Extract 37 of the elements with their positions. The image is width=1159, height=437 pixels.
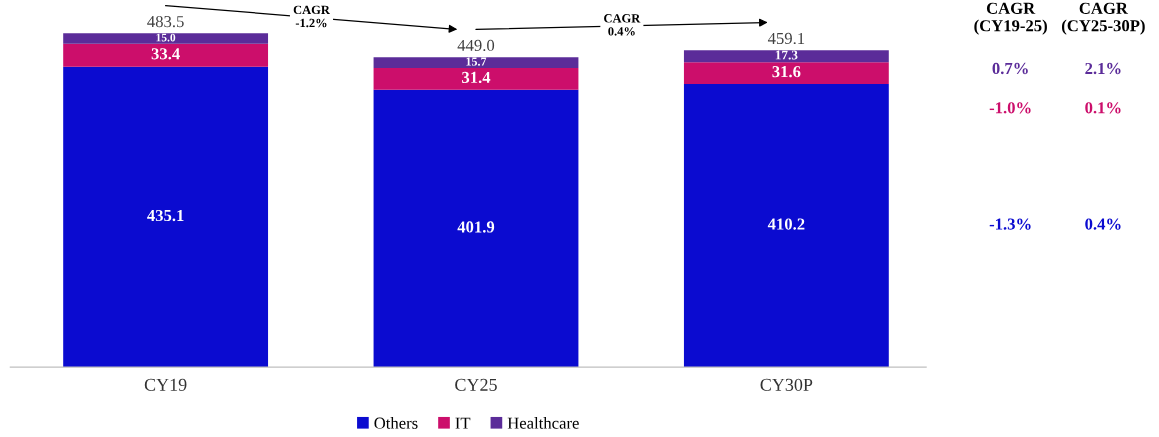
- data-label: 17.3: [775, 50, 798, 60]
- bar: [683, 50, 889, 63]
- text: 0.7%: [992, 62, 1028, 75]
- total-label: 449.0: [457, 39, 495, 52]
- bar: [373, 68, 579, 90]
- data-label: 435.1: [147, 209, 184, 222]
- data-label: 410.2: [767, 218, 805, 230]
- bar: [63, 43, 269, 67]
- data-label: 15.7: [466, 57, 487, 66]
- bar: [63, 66, 269, 368]
- legend-label: Others: [374, 417, 418, 429]
- text: 2.1%: [1085, 62, 1121, 75]
- x-tick-label: CY25: [455, 378, 497, 391]
- text: 0.4%: [1085, 218, 1121, 230]
- text: -1.3%: [989, 218, 1031, 230]
- data-label: 31.6: [772, 66, 801, 78]
- data-label: 31.4: [462, 71, 491, 84]
- bar: [683, 83, 889, 368]
- legend-label: Healthcare: [507, 417, 579, 429]
- text: CAGR (CY19-25): [974, 2, 1047, 35]
- data-label: 401.9: [457, 221, 495, 233]
- total-label: 483.5: [147, 15, 184, 28]
- bar: [373, 89, 579, 368]
- text: CAGR (CY25-30P): [1061, 2, 1145, 35]
- bar: [373, 57, 579, 69]
- x-tick-label: CY30P: [760, 378, 813, 391]
- data-label: 15.0: [156, 33, 176, 42]
- total-label: 459.1: [767, 32, 805, 45]
- data-label: 33.4: [151, 48, 180, 60]
- text: CAGR -1.2%: [293, 5, 331, 28]
- legend-label: IT: [455, 417, 471, 429]
- bar: [683, 62, 889, 84]
- text: 0.1%: [1085, 102, 1121, 114]
- annotation: CAGR 0.4%: [604, 14, 641, 36]
- text: -1.0%: [989, 102, 1031, 114]
- bar: [63, 33, 269, 44]
- x-tick-label: CY19: [144, 378, 187, 391]
